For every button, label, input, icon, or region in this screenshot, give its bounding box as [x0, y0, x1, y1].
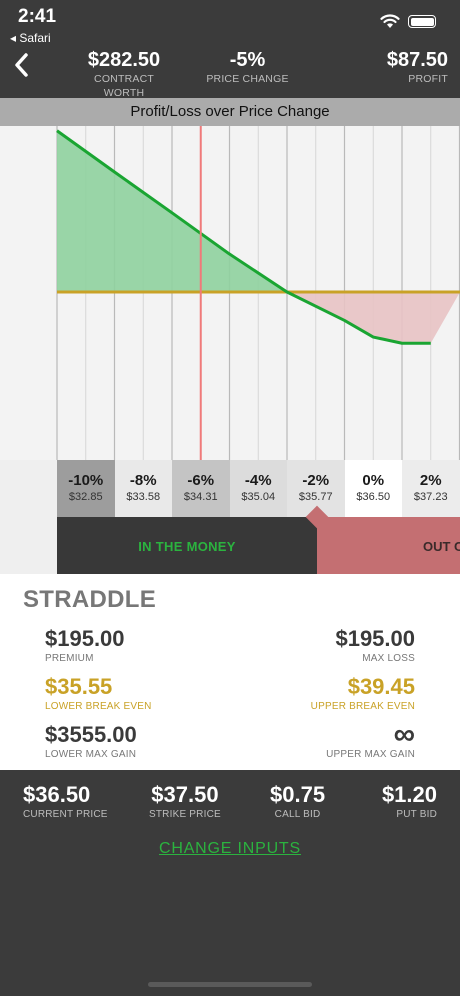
money-bar: IN THE MONEY OUT OF THE MONEY	[57, 505, 460, 574]
max-loss-metric: $195.00 MAX LOSS	[335, 626, 415, 666]
tick-price: $36.50	[356, 491, 391, 503]
strike-price-value: $37.50	[151, 782, 219, 807]
tick-price: $32.85	[68, 491, 103, 503]
change-inputs-link[interactable]: CHANGE INPUTS	[159, 840, 301, 857]
tick-0[interactable]: -10% $32.85	[57, 460, 115, 517]
lower-break-even-metric: $35.55 LOWER BREAK EVEN	[45, 674, 152, 714]
back-chevron-icon[interactable]	[10, 50, 34, 80]
out-of-money-label: OUT OF THE MONEY	[317, 517, 460, 574]
max-loss-value: $195.00	[335, 626, 415, 651]
strike-price-label: STRIKE PRICE	[149, 809, 221, 820]
price-change-stat: -5% PRICE CHANGE	[200, 48, 295, 86]
price-change-ticks: -10% $32.85 -8% $33.58 -6% $34.31 -4% $35.04 -2%…	[57, 460, 460, 517]
strategy-name: STRADDLE	[23, 586, 157, 613]
tick-6[interactable]: 2% $37.23	[402, 460, 460, 517]
back-to-safari-link[interactable]: ◂ Safari	[10, 31, 51, 45]
call-bid-value: $0.75	[270, 782, 326, 807]
infinity-icon: ∞	[393, 718, 415, 751]
put-bid-label: PUT BID	[396, 809, 437, 820]
profit-area	[57, 130, 287, 292]
lower-max-gain-label: LOWER MAX GAIN	[45, 749, 137, 760]
wifi-icon	[380, 14, 400, 28]
chart-title: Profit/Loss over Price Change	[0, 98, 460, 126]
battery-icon	[408, 15, 436, 28]
tick-percent: -4%	[244, 472, 272, 489]
tick-percent: -8%	[129, 472, 157, 489]
price-change-value: -5%	[229, 49, 266, 71]
lower-break-even-value: $35.55	[45, 674, 113, 699]
profit-label: PROFIT	[408, 73, 448, 85]
home-indicator	[148, 982, 312, 987]
tick-1[interactable]: -8% $33.58	[114, 460, 172, 517]
pl-chart[interactable]	[0, 126, 460, 470]
tick-percent: 0%	[362, 472, 385, 489]
lower-max-gain-value: $3555.00	[45, 722, 137, 747]
status-time: 2:41	[18, 6, 57, 27]
current-price-label: CURRENT PRICE	[23, 809, 108, 820]
call-bid-stat: $0.75 CALL BID	[270, 782, 325, 822]
tick-percent: -6%	[187, 472, 215, 489]
tick-price: $33.58	[126, 491, 161, 503]
premium-value: $195.00	[45, 626, 125, 651]
tick-price: $34.31	[183, 491, 218, 503]
tick-percent: 2%	[419, 472, 442, 489]
status-icons	[380, 14, 436, 29]
tick-percent: -2%	[302, 472, 330, 489]
premium-metric: $195.00 PREMIUM	[45, 626, 125, 666]
strike-price-stat: $37.50 STRIKE PRICE	[149, 782, 221, 822]
tick-3[interactable]: -4% $35.04	[229, 460, 287, 517]
current-price-stat: $36.50 CURRENT PRICE	[23, 782, 108, 822]
upper-max-gain-label: UPPER MAX GAIN	[326, 749, 415, 760]
tick-5[interactable]: 0% $36.50	[344, 460, 402, 517]
call-bid-label: CALL BID	[274, 809, 321, 820]
put-bid-value: $1.20	[381, 782, 437, 807]
upper-break-even-value: $39.45	[347, 674, 415, 699]
tick-price: $35.04	[241, 491, 276, 503]
lower-max-gain-metric: $3555.00 LOWER MAX GAIN	[45, 722, 137, 762]
upper-break-even-metric: $39.45 UPPER BREAK EVEN	[311, 674, 415, 714]
tick-2[interactable]: -6% $34.31	[172, 460, 230, 517]
upper-max-gain-metric: ∞ UPPER MAX GAIN	[326, 718, 415, 762]
profit-stat: $87.50 PROFIT	[387, 48, 448, 86]
loss-area	[287, 292, 460, 344]
put-bid-stat: $1.20 PUT BID	[382, 782, 437, 822]
max-loss-label: MAX LOSS	[362, 653, 415, 664]
contract-worth-stat: $282.50 CONTRACT WORTH	[74, 48, 174, 100]
in-the-money-label: IN THE MONEY	[57, 517, 317, 574]
upper-break-even-label: UPPER BREAK EVEN	[310, 701, 415, 712]
tick-price: $35.77	[298, 491, 333, 503]
contract-worth-value: $282.50	[87, 49, 161, 71]
contract-worth-label: CONTRACT WORTH	[94, 73, 154, 99]
lower-break-even-label: LOWER BREAK EVEN	[45, 701, 152, 712]
pl-chart-svg	[56, 126, 460, 470]
premium-label: PREMIUM	[45, 653, 94, 664]
tick-percent: -10%	[68, 472, 104, 489]
current-price-value: $36.50	[23, 782, 91, 807]
pl-line	[56, 129, 431, 345]
price-change-label: PRICE CHANGE	[206, 73, 289, 85]
strategy-card: STRADDLE $195.00 PREMIUM $195.00 MAX LOS…	[0, 574, 460, 770]
tick-price: $37.23	[413, 491, 448, 503]
profit-value: $87.50	[386, 49, 448, 71]
